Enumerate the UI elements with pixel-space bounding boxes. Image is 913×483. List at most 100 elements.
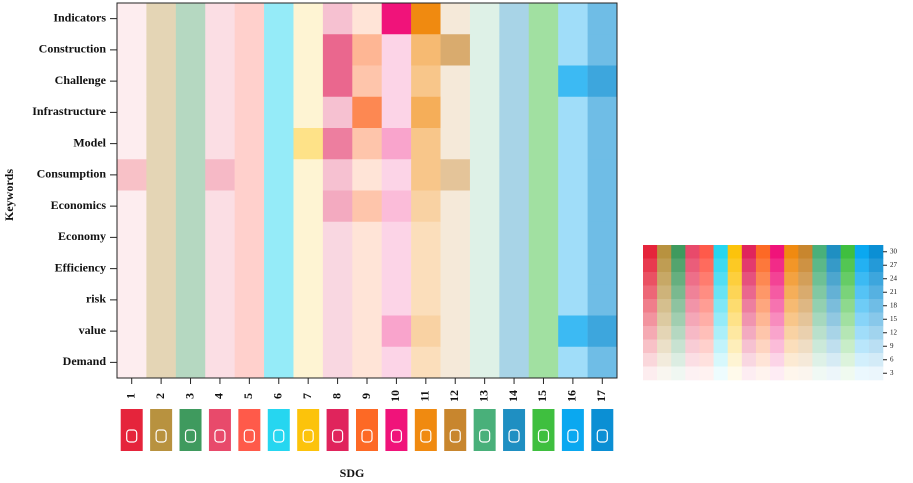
colorbar-swatch [826, 353, 841, 367]
sdg-icon-glyph [420, 429, 432, 443]
x-tick-label: 4 [212, 393, 226, 399]
colorbar-swatch [854, 353, 870, 367]
heat-cell [234, 128, 265, 160]
heat-cell [381, 34, 412, 66]
heat-cell [322, 159, 353, 191]
heat-cell [264, 159, 294, 191]
heat-cell [293, 3, 324, 35]
heat-cell [381, 128, 412, 160]
heat-cell [587, 96, 618, 129]
heat-cell [117, 34, 147, 66]
colorbar-swatch [727, 312, 743, 327]
sdg-icon-glyph [273, 429, 285, 443]
heat-cell [205, 34, 235, 66]
colorbar-swatch [854, 339, 870, 354]
y-tick-label: risk [86, 292, 106, 306]
colorbar-swatch [699, 366, 714, 381]
colorbar-swatch [657, 312, 672, 327]
heat-cell [175, 284, 206, 316]
heat-cell [322, 65, 353, 98]
colorbar-tick-label: 9 [890, 342, 894, 350]
heat-cell [352, 34, 383, 66]
sdg-icon-glyph [596, 429, 608, 443]
colorbar-swatch [854, 245, 870, 259]
colorbar-swatch [713, 353, 729, 367]
colorbar-swatch [784, 258, 799, 273]
colorbar-swatch [784, 299, 799, 313]
colorbar-swatch [826, 285, 841, 300]
heat-cell [293, 65, 324, 98]
heat-cell [205, 284, 235, 316]
heat-cell [264, 346, 294, 379]
colorbar-swatch [685, 258, 700, 273]
heat-cell [117, 3, 147, 35]
heat-cell [411, 96, 441, 129]
colorbar-swatch [854, 285, 870, 300]
heat-cell [440, 346, 471, 379]
colorbar-swatch [643, 285, 658, 300]
heat-cell [205, 128, 235, 160]
heat-cell [381, 253, 412, 285]
x-tick-label: 15 [535, 390, 549, 402]
colorbar-swatch [713, 299, 729, 313]
heat-cell [293, 253, 324, 285]
heat-cell [322, 128, 353, 160]
heat-cell [440, 190, 471, 223]
heat-cell [293, 284, 324, 316]
y-tick-label: Construction [39, 42, 107, 56]
heat-cell [175, 3, 206, 35]
heat-cell [264, 65, 294, 98]
heat-cell [411, 128, 441, 160]
heat-cell [175, 65, 206, 98]
heat-cell [264, 128, 294, 160]
heat-cell [117, 128, 147, 160]
colorbar-swatch [840, 299, 856, 313]
heat-cell [352, 96, 383, 129]
colorbar-swatch [755, 245, 771, 259]
heat-cell [499, 315, 530, 348]
heat-cell [587, 128, 618, 160]
colorbar-swatch [840, 366, 856, 381]
colorbar-swatch [826, 366, 841, 381]
colorbar-swatch [657, 339, 672, 354]
heat-cell [499, 346, 530, 379]
heat-cell [558, 346, 588, 379]
colorbar-swatch [727, 353, 743, 367]
x-tick-label: 6 [271, 393, 285, 399]
heat-cell [205, 346, 235, 379]
colorbar-swatch [713, 366, 729, 381]
heat-cell [146, 96, 177, 129]
heat-cell [293, 221, 324, 254]
heat-cell [205, 65, 235, 98]
heat-cell [175, 190, 206, 223]
sdg-icon-glyph [449, 429, 461, 443]
colorbar-swatch [854, 326, 870, 340]
colorbar-swatch [741, 258, 757, 273]
heat-cell [381, 3, 412, 35]
colorbar-swatch [868, 353, 884, 367]
colorbar-tick-label: 3 [890, 369, 894, 377]
colorbar-swatch [727, 285, 743, 300]
heat-cell [587, 253, 618, 285]
heat-cell [322, 284, 353, 316]
colorbar-swatch [798, 326, 813, 340]
heat-cell [411, 346, 441, 379]
heat-cell [175, 34, 206, 66]
heat-cell [469, 190, 500, 223]
x-tick-label: 11 [418, 390, 432, 401]
y-tick-label: Consumption [37, 167, 107, 181]
heat-cell [558, 190, 588, 223]
colorbar-swatch [755, 312, 771, 327]
heat-cell [440, 284, 471, 316]
heat-cell [528, 284, 559, 316]
colorbar-swatch [826, 299, 841, 313]
heat-cell [558, 128, 588, 160]
heat-cell [411, 65, 441, 98]
heat-cell [499, 96, 530, 129]
colorbar-swatch [868, 326, 884, 340]
x-tick-label: 5 [241, 393, 255, 399]
heat-cell [558, 3, 588, 35]
heat-cell [264, 284, 294, 316]
y-tick-label: Model [73, 135, 106, 149]
heat-cell [587, 190, 618, 223]
